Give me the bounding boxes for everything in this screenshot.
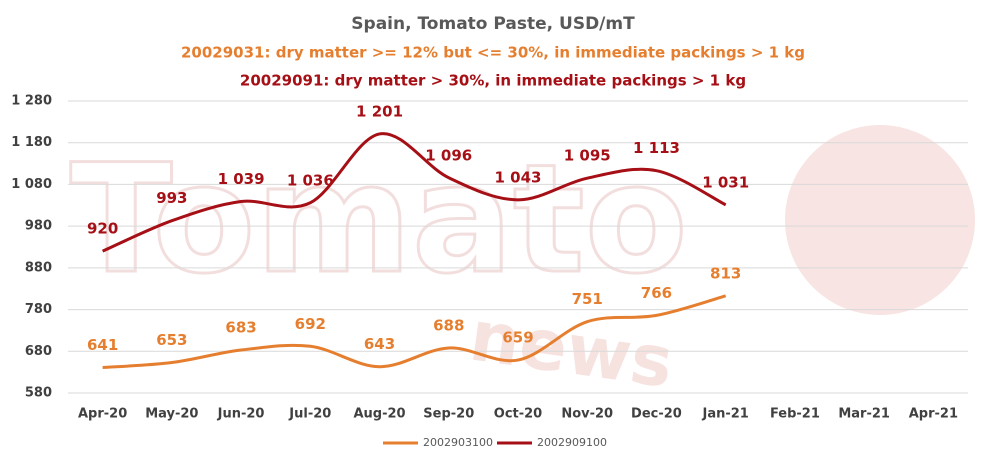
x-tick-label: Nov-20 bbox=[561, 407, 613, 422]
data-label: 766 bbox=[641, 284, 672, 302]
data-label: 1 096 bbox=[425, 146, 472, 164]
data-label: 1 113 bbox=[633, 139, 680, 157]
x-tick-label: Dec-20 bbox=[631, 407, 682, 422]
data-label: 1 039 bbox=[218, 170, 265, 188]
x-tick-label: Feb-21 bbox=[770, 407, 820, 422]
data-label: 653 bbox=[156, 331, 187, 349]
chart-subtitle: 20029091: dry matter > 30%, in immediate… bbox=[240, 72, 746, 90]
chart-subtitle: 20029031: dry matter >= 12% but <= 30%, … bbox=[181, 44, 805, 62]
data-label: 1 036 bbox=[287, 171, 334, 189]
y-tick-label: 1 280 bbox=[11, 94, 52, 109]
data-label: 993 bbox=[156, 189, 187, 207]
y-tick-label: 580 bbox=[25, 386, 52, 401]
data-label: 751 bbox=[572, 290, 603, 308]
y-tick-label: 880 bbox=[25, 260, 52, 275]
y-tick-label: 780 bbox=[25, 302, 52, 317]
series-line bbox=[102, 294, 727, 370]
legend-label: 2002903100 bbox=[423, 436, 493, 449]
y-tick-label: 1 080 bbox=[11, 177, 52, 192]
x-tick-label: Sep-20 bbox=[423, 407, 474, 422]
legend-label: 2002909100 bbox=[537, 436, 607, 449]
x-tick-label: Aug-20 bbox=[353, 407, 405, 422]
x-tick-label: Jan-21 bbox=[702, 407, 749, 422]
y-tick-label: 680 bbox=[25, 344, 52, 359]
data-label: 1 031 bbox=[702, 173, 749, 191]
x-tick-label: Apr-20 bbox=[78, 407, 127, 422]
data-label: 692 bbox=[295, 315, 326, 333]
x-tick-label: May-20 bbox=[145, 407, 198, 422]
chart-title: Spain, Tomato Paste, USD/mT bbox=[351, 14, 635, 34]
data-label: 643 bbox=[364, 335, 395, 353]
data-label: 1 043 bbox=[495, 168, 542, 186]
data-label: 683 bbox=[225, 319, 256, 337]
data-label: 688 bbox=[433, 316, 464, 334]
y-tick-label: 1 180 bbox=[11, 135, 52, 150]
y-tick-label: 980 bbox=[25, 219, 52, 234]
x-tick-label: Jul-20 bbox=[288, 407, 331, 422]
data-label: 1 201 bbox=[356, 102, 403, 120]
data-label: 1 095 bbox=[564, 147, 611, 165]
data-label: 813 bbox=[710, 264, 741, 282]
watermark-logo bbox=[785, 125, 975, 315]
data-label: 641 bbox=[87, 336, 118, 354]
series-line bbox=[102, 132, 727, 253]
x-tick-label: Oct-20 bbox=[494, 407, 542, 422]
data-label: 659 bbox=[502, 329, 533, 347]
x-tick-label: Apr-21 bbox=[909, 407, 958, 422]
x-tick-label: Jun-20 bbox=[217, 407, 265, 422]
x-tick-label: Mar-21 bbox=[838, 407, 890, 422]
data-label: 920 bbox=[87, 220, 118, 238]
